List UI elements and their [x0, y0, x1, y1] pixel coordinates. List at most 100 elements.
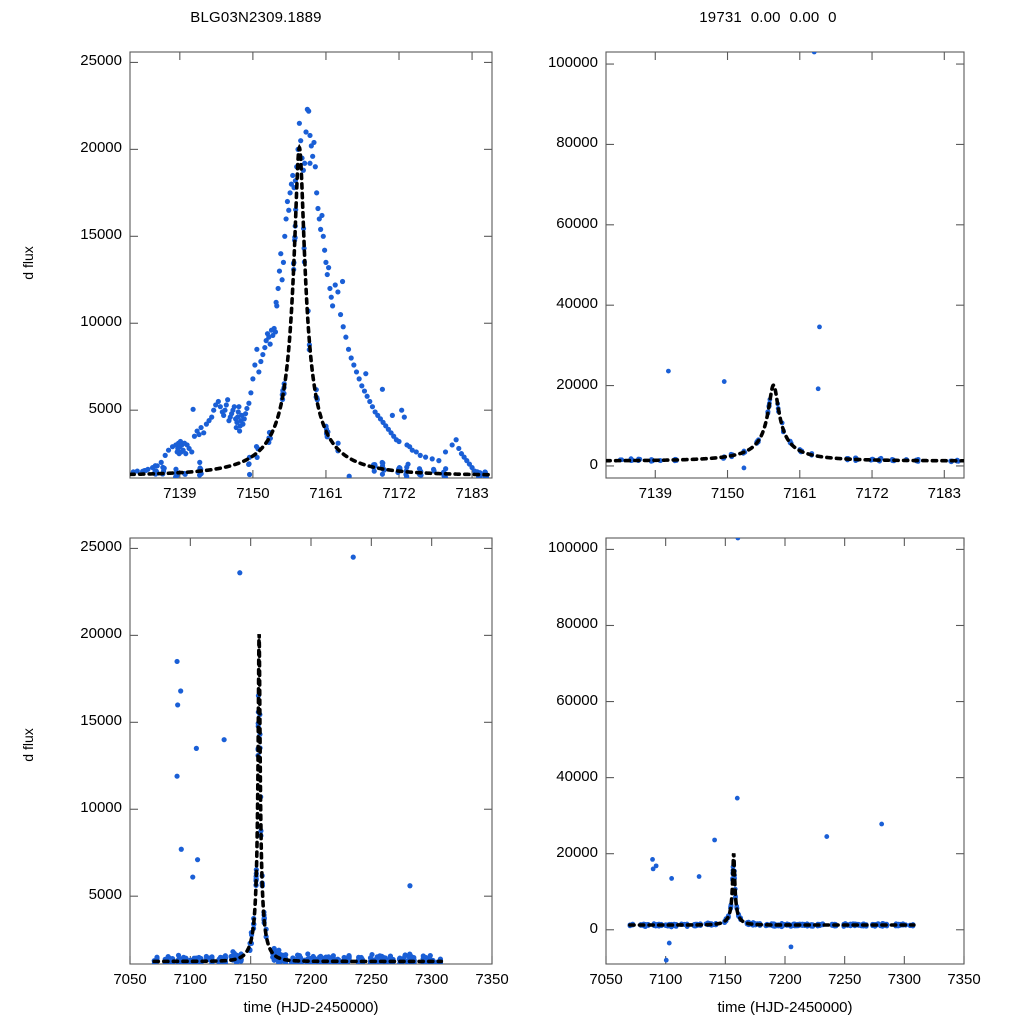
panel-top-right: 19731 0.00 0.00 0 7139 7150 7161 7172 7183 0 2… — [512, 0, 1024, 512]
outlier-point — [666, 940, 672, 946]
outlier-point — [817, 324, 822, 330]
plot-frame — [605, 537, 965, 965]
x-tick-label: 7200 — [294, 971, 328, 988]
y-tick-label: 20000 — [80, 139, 122, 157]
model-fit-curve — [152, 634, 444, 964]
x-tick-label: 7050 — [589, 971, 623, 988]
x-tick-label: 7172 — [855, 485, 889, 502]
outlier-point — [650, 866, 656, 872]
plot-frame — [129, 537, 493, 965]
y-tick-label: 10000 — [80, 799, 122, 817]
x-tick-label: 7139 — [163, 485, 197, 502]
y-tick-label: 20000 — [80, 625, 122, 643]
outlier-point — [669, 876, 675, 881]
y-tick-label: 100000 — [547, 54, 598, 72]
x-tick-label: 7100 — [173, 971, 208, 988]
y-tick-label: 15000 — [80, 226, 122, 244]
y-tick-label: 5000 — [88, 400, 122, 418]
outlier-point — [237, 570, 243, 576]
outlier-point — [666, 368, 671, 374]
data-layer — [606, 52, 964, 471]
y-tick-label: 25000 — [80, 52, 122, 70]
x-tick-label: 7350 — [947, 971, 981, 988]
model-fit-curve — [606, 383, 964, 463]
outlier-point — [193, 745, 199, 751]
panel-top-left-title: BLG03N2309.1889 — [190, 9, 322, 26]
y-tick-label: 100000 — [547, 539, 598, 557]
y-tick-label: 60000 — [556, 691, 598, 709]
x-tick-label: 7300 — [887, 971, 922, 988]
y-tick-label: 15000 — [80, 712, 122, 730]
y-tick-label: 20000 — [556, 375, 598, 393]
outlier-point — [194, 857, 201, 863]
outlier-point — [178, 846, 184, 852]
plot-frame — [605, 51, 965, 479]
x-tick-label: 7172 — [382, 485, 416, 502]
data-layer — [627, 538, 916, 963]
data-layer — [151, 554, 444, 964]
x-tick-label: 7161 — [783, 485, 817, 502]
model-fit-curve — [628, 853, 916, 927]
x-tick-label: 7300 — [414, 971, 449, 988]
outlier-point — [788, 944, 794, 950]
y-tick-label: 80000 — [556, 615, 598, 633]
data-layer — [130, 106, 492, 478]
x-tick-label: 7200 — [768, 971, 802, 988]
outlier-point — [650, 857, 655, 862]
x-tick-label: 7139 — [638, 485, 672, 502]
outlier-point — [190, 874, 196, 880]
outlier-point — [811, 52, 817, 55]
outlier-point — [721, 379, 727, 384]
outlier-point — [824, 834, 830, 839]
x-tick-label: 7150 — [236, 485, 270, 502]
outlier-point — [175, 702, 181, 708]
panel-top-left: BLG03N2309.1889 d flux 7139 7150 7161 7172 7… — [0, 0, 512, 512]
y-tick-label: 25000 — [80, 538, 122, 556]
outlier-point — [174, 658, 180, 665]
x-tick-label: 7250 — [354, 971, 389, 988]
panel-bottom-right-x-axis-label: time (HJD-2450000) — [717, 999, 853, 1016]
panel-bottom-left: d flux time (HJD-2450000) 7050 7100 7150 72… — [0, 512, 512, 1024]
outlier-point — [350, 554, 356, 560]
panel-top-right-plot — [605, 51, 965, 479]
x-tick-label: 7350 — [475, 971, 509, 988]
y-tick-label: 10000 — [80, 313, 122, 331]
y-tick-label: 40000 — [556, 295, 598, 313]
outlier-point — [735, 538, 741, 541]
x-tick-label: 7183 — [455, 485, 489, 502]
y-tick-label: 0 — [589, 455, 598, 473]
panel-top-right-title: 19731 0.00 0.00 0 — [699, 9, 837, 26]
y-tick-label: 60000 — [556, 214, 598, 232]
panel-bottom-right: time (HJD-2450000) 7050 7100 7150 7200 7250 7… — [512, 512, 1024, 1024]
y-tick-label: 0 — [589, 919, 598, 937]
outlier-point — [663, 957, 669, 963]
x-tick-label: 7050 — [113, 971, 147, 988]
panel-bottom-left-plot — [129, 537, 493, 965]
panel-bottom-left-x-axis-label: time (HJD-2450000) — [243, 999, 379, 1016]
outlier-point — [178, 688, 184, 694]
outlier-point — [221, 737, 227, 743]
x-tick-label: 7161 — [309, 485, 343, 502]
outlier-point — [879, 821, 885, 827]
outlier-point — [696, 874, 702, 879]
y-tick-label: 20000 — [556, 843, 598, 861]
y-tick-label: 5000 — [88, 886, 122, 904]
x-tick-label: 7150 — [708, 971, 743, 988]
x-tick-label: 7150 — [710, 485, 745, 502]
panel-top-left-plot — [129, 51, 493, 479]
outlier-point — [741, 465, 747, 471]
model-fit-curve — [130, 143, 492, 477]
outlier-point — [407, 883, 413, 889]
outlier-point — [815, 386, 821, 392]
x-tick-label: 7150 — [233, 971, 268, 988]
y-tick-label: 80000 — [556, 134, 598, 152]
x-tick-label: 7250 — [827, 971, 862, 988]
outlier-point — [712, 837, 717, 843]
outlier-point — [734, 795, 740, 801]
y-tick-label: 40000 — [556, 767, 598, 785]
x-tick-label: 7100 — [648, 971, 683, 988]
outlier-point — [653, 863, 659, 869]
x-tick-label: 7183 — [927, 485, 961, 502]
panel-bottom-right-plot — [605, 537, 965, 965]
